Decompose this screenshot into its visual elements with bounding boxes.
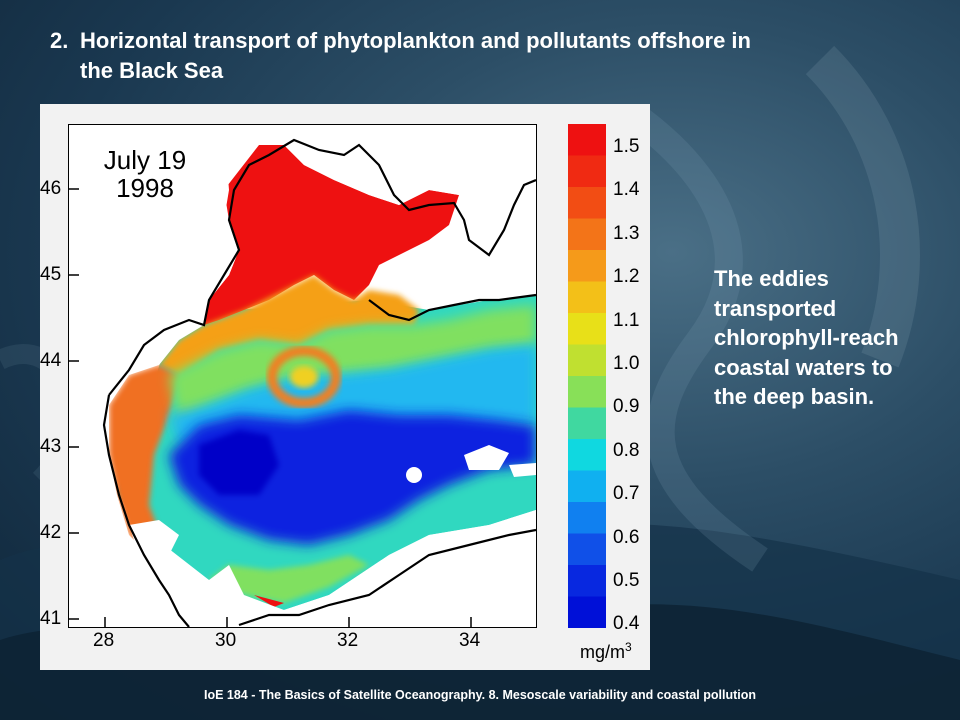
- sea-surface-field: [109, 145, 536, 610]
- colorbar-label-0-6: 0.6: [613, 527, 640, 548]
- colorbar-swatch: [568, 218, 606, 251]
- colorbar-swatch: [568, 407, 606, 440]
- lat-label-44: 44: [40, 350, 62, 371]
- slide-title: 2. Horizontal transport of phytoplankton …: [50, 26, 930, 86]
- lon-label-30: 30: [215, 630, 237, 651]
- colorbar-swatch: [568, 155, 606, 188]
- colorbar-swatch: [568, 502, 606, 534]
- colorbar-swatch: [568, 124, 606, 156]
- colorbar-label-0-9: 0.9: [613, 396, 640, 417]
- colorbar-label-0-4: 0.4: [613, 613, 640, 634]
- colorbar-label-1-4: 1.4: [613, 179, 640, 200]
- colorbar-swatch: [568, 596, 606, 628]
- coastline: [102, 138, 536, 627]
- lat-label-41: 41: [40, 608, 62, 629]
- colorbar-label-0-5: 0.5: [613, 570, 640, 591]
- colorbar-swatch: [568, 470, 606, 503]
- colorbar-label-1-0: 1.0: [613, 353, 640, 374]
- colorbar-swatch: [568, 250, 606, 282]
- eddy-description: The eddies transported chlorophyll-reach…: [714, 266, 899, 409]
- colorbar-swatch: [568, 565, 606, 597]
- colorbar-swatch: [568, 439, 606, 471]
- colorbar-swatch: [568, 344, 606, 377]
- lat-label-46: 46: [40, 178, 62, 199]
- title-line-2: the Black Sea: [80, 58, 224, 83]
- colorbar-label-1-3: 1.3: [613, 223, 640, 244]
- chlorophyll-map: [69, 125, 536, 627]
- units-superscript: 3: [625, 640, 632, 654]
- title-number: 2.: [50, 28, 69, 53]
- colorbar: [568, 124, 606, 628]
- date-line-1: July 19: [103, 145, 187, 175]
- lat-label-45: 45: [40, 264, 62, 285]
- no-data-masks: [69, 125, 536, 627]
- colorbar-swatch: [568, 281, 606, 314]
- colorbar-label-1-1: 1.1: [613, 310, 640, 331]
- colorbar-label-1-2: 1.2: [613, 266, 640, 287]
- colorbar-label-1-5: 1.5: [613, 136, 640, 157]
- lat-label-43: 43: [40, 436, 62, 457]
- colorbar-swatch: [568, 313, 606, 345]
- colorbar-label-0-7: 0.7: [613, 483, 640, 504]
- chlorophyll-map-figure: July 19 1998 46 45 44 43 42 41 28 30 32 …: [40, 104, 650, 670]
- units-text: mg/m: [580, 642, 625, 662]
- lon-label-34: 34: [459, 630, 481, 651]
- map-plot-area: [68, 124, 537, 628]
- colorbar-swatch: [568, 187, 606, 219]
- title-line-1: Horizontal transport of phytoplankton an…: [80, 28, 751, 53]
- colorbar-swatch: [568, 376, 606, 408]
- colorbar-swatch: [568, 533, 606, 566]
- lat-label-42: 42: [40, 522, 62, 543]
- date-line-2: 1998: [116, 173, 174, 203]
- map-date-label: July 19 1998: [85, 146, 205, 202]
- colorbar-label-0-8: 0.8: [613, 440, 640, 461]
- lon-label-28: 28: [93, 630, 115, 651]
- lon-label-32: 32: [337, 630, 359, 651]
- course-footer: IoE 184 - The Basics of Satellite Oceano…: [203, 688, 757, 702]
- axis-ticks: [69, 188, 472, 627]
- units-label: mg/m3: [580, 640, 632, 663]
